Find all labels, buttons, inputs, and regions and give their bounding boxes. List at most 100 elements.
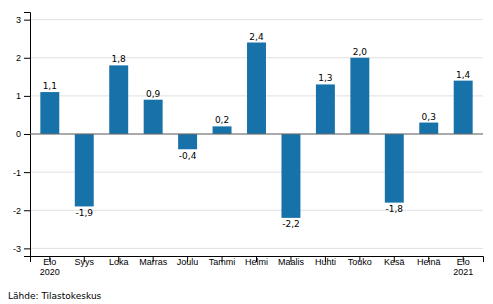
tick: Loka — [109, 256, 129, 267]
tick-label-line: Huhti — [315, 257, 336, 267]
tick-label: Kesä — [384, 257, 405, 267]
tick-label: 3 — [16, 15, 21, 25]
tick-label: 0 — [16, 129, 21, 139]
tick-mark — [24, 96, 30, 97]
data-label: -1,8 — [386, 204, 404, 214]
tick-label: 1 — [16, 91, 21, 101]
tick-label-line: Helmi — [245, 257, 268, 267]
tick: Huhti — [315, 256, 336, 267]
tick-label-line: Elo — [457, 257, 470, 267]
tick: Heinä — [417, 256, 441, 267]
tick-label: Maalis — [278, 257, 305, 267]
tick-label: -1 — [13, 168, 21, 178]
tick: 3 — [16, 15, 30, 25]
bar — [213, 126, 232, 134]
plot: -3-2-10123Elo2020SyysLokaMarrasJouluTamm… — [13, 13, 484, 277]
bar — [247, 43, 266, 135]
tick-label: Syys — [74, 257, 94, 267]
grid-line — [30, 19, 483, 20]
bar — [178, 134, 197, 149]
data-label: 0,2 — [215, 115, 229, 125]
tick: Helmi — [245, 256, 268, 267]
tick-mark — [24, 134, 30, 135]
tick-mark — [24, 20, 30, 21]
tick-label-line: Heinä — [417, 257, 441, 267]
bar — [109, 65, 128, 134]
tick-label: Tammi — [209, 257, 236, 267]
tick-label-line: Tammi — [209, 257, 236, 267]
tick: Elo2021 — [453, 256, 473, 277]
zero-line — [30, 134, 483, 135]
tick-label: -2 — [13, 206, 21, 216]
tick: 0 — [16, 129, 30, 139]
tick: Tammi — [209, 256, 236, 267]
tick: Touko — [348, 256, 372, 267]
tick-mark — [24, 248, 30, 249]
bar — [350, 58, 369, 134]
axis-line — [24, 13, 31, 257]
data-label: 1,4 — [456, 70, 471, 80]
bar — [75, 134, 94, 206]
grid-line — [30, 134, 483, 135]
tick-label-line: 2021 — [453, 267, 473, 277]
tick-label-line: Kesä — [384, 257, 405, 267]
data-label: 0,3 — [422, 112, 436, 122]
tick-label-line: Marras — [139, 257, 168, 267]
data-labels: 1,1 -1,9 1,8 0,9 -0,4 0,2 2,4 -2,2 1,3 2,0 -1,8 0,3… — [43, 32, 471, 230]
bar — [281, 134, 300, 218]
bar — [40, 92, 59, 134]
tick-label: Heinä — [417, 257, 441, 267]
data-label: 1,1 — [43, 81, 57, 91]
tick-label: Helmi — [245, 257, 268, 267]
bars — [40, 43, 472, 218]
data-label: -1,9 — [75, 208, 93, 218]
tick: Kesä — [384, 256, 405, 267]
data-label: 1,3 — [318, 73, 332, 83]
bar — [144, 100, 163, 134]
data-label: 0,9 — [146, 89, 161, 99]
grid-line — [30, 210, 483, 211]
tick-label: Joulu — [177, 257, 199, 267]
tick-label-line: Loka — [109, 257, 129, 267]
tick-label: Elo2020 — [40, 257, 60, 277]
tick: 1 — [16, 91, 30, 101]
tick: Joulu — [177, 256, 199, 267]
tick-label-line: Touko — [348, 257, 372, 267]
tick-label: Huhti — [315, 257, 336, 267]
tick-label: -3 — [13, 244, 21, 254]
tick: 2 — [16, 53, 30, 63]
tick-label-line: Maalis — [278, 257, 305, 267]
tick-label: Elo2021 — [453, 257, 473, 277]
tick-label-line: Joulu — [177, 257, 199, 267]
tick-label: Marras — [139, 257, 168, 267]
grid-line — [30, 172, 483, 173]
bar — [419, 123, 438, 134]
chart: -3-2-10123Elo2020SyysLokaMarrasJouluTamm… — [0, 0, 493, 304]
tick-label: Loka — [109, 257, 129, 267]
tick-label: Touko — [348, 257, 372, 267]
data-label: -2,2 — [282, 219, 300, 229]
tick: Maalis — [278, 256, 305, 267]
grid — [30, 20, 483, 249]
bar — [316, 84, 335, 134]
bar — [385, 134, 404, 203]
tick-mark — [24, 58, 30, 59]
data-label: 2,4 — [249, 32, 264, 42]
x-axis: Elo2020SyysLokaMarrasJouluTammiHelmiMaal… — [31, 256, 484, 277]
tick: Elo2020 — [40, 256, 60, 277]
tick-mark — [24, 172, 30, 173]
tick: -2 — [13, 206, 30, 216]
tick: -3 — [13, 244, 30, 254]
tick-label-line: Elo — [43, 257, 56, 267]
tick-label: 2 — [16, 53, 21, 63]
annotation: Lähde: Tilastokeskus — [8, 291, 102, 301]
data-label: -0,4 — [179, 151, 197, 161]
grid-line — [30, 248, 483, 249]
data-label: 2,0 — [353, 47, 368, 57]
tick-mark — [24, 210, 30, 211]
tick: Syys — [74, 256, 94, 267]
data-label: 1,8 — [112, 54, 127, 64]
tick-label-line: Syys — [74, 257, 94, 267]
y-axis: -3 -2 -1 0 1 2 3 — [13, 13, 31, 257]
tick-label-line: 2020 — [40, 267, 60, 277]
